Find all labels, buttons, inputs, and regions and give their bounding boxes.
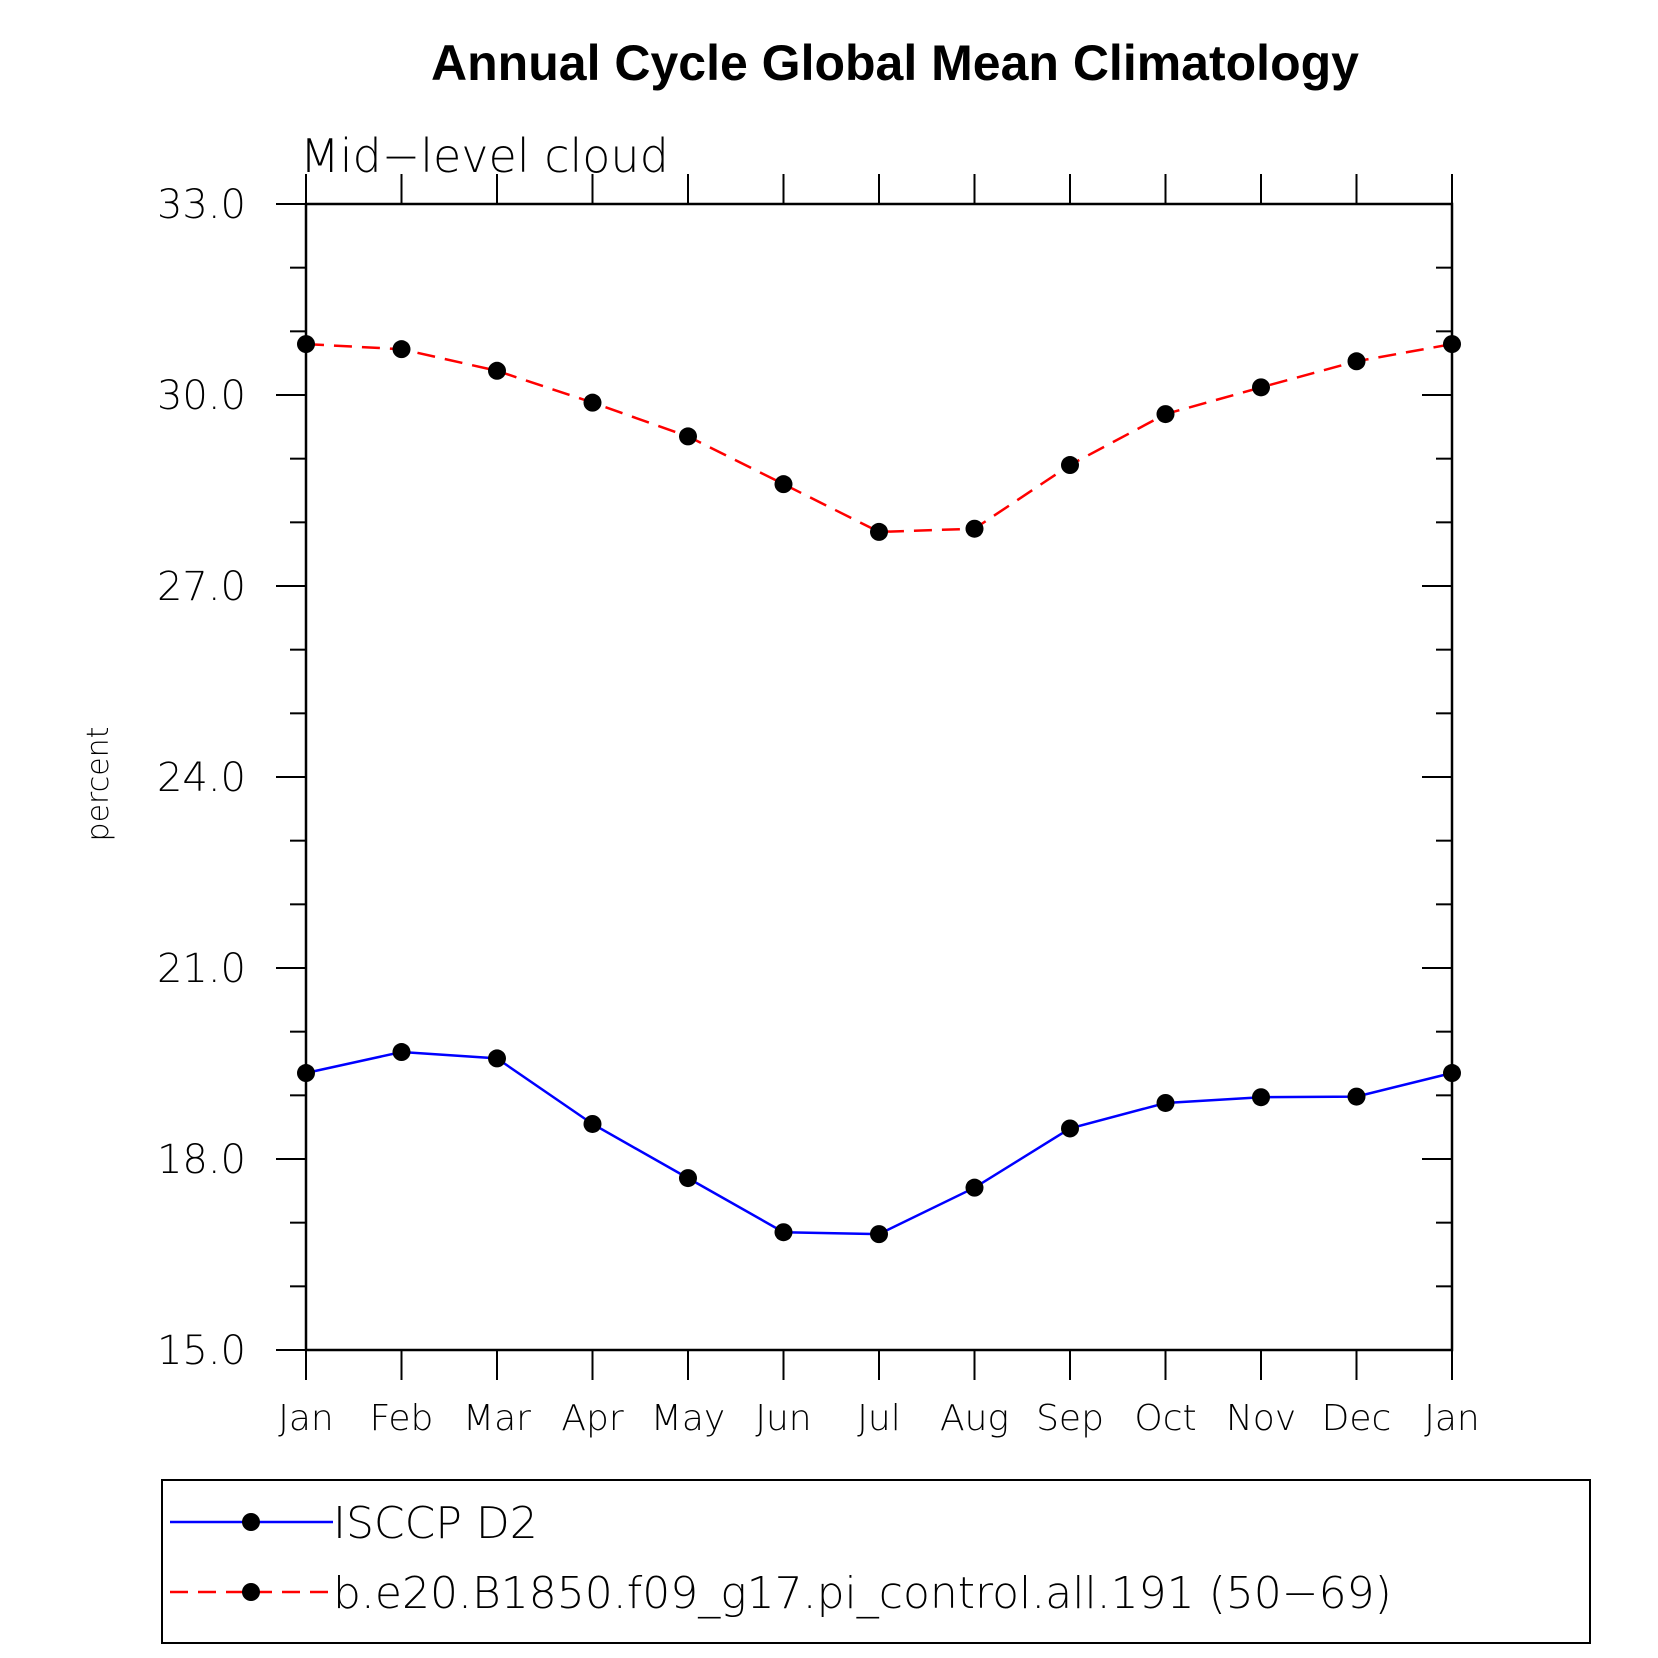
- data-point-model: [488, 361, 506, 380]
- legend-label-isccp-d2: ISCCP D2: [333, 1498, 538, 1549]
- plot-frame: [304, 202, 1454, 1352]
- data-point-model: [965, 519, 984, 538]
- series-line-isccp-d2: [305, 1050, 1453, 1236]
- y-tick-label: 18.0: [157, 1137, 246, 1183]
- data-point-model: [392, 340, 411, 359]
- legend-label-model: b.e20.B1850.f09_g17.pi_control.all.191 (…: [333, 1568, 1392, 1619]
- y-tick-label: 27.0: [157, 564, 246, 610]
- data-point-isccp-d2: [870, 1225, 888, 1244]
- legend-marker-isccp-d2: [242, 1513, 260, 1531]
- y-tick-label: 33.0: [157, 182, 246, 228]
- y-tick-label: 15.0: [157, 1328, 246, 1374]
- chart-title: Annual Cycle Global Mean Climatology: [431, 35, 1359, 91]
- data-point-isccp-d2: [1347, 1087, 1366, 1106]
- y-tick-label: 21.0: [157, 946, 246, 992]
- data-point-isccp-d2: [1443, 1064, 1461, 1083]
- x-tick-label: Jan: [278, 1398, 334, 1439]
- x-tick-label: Oct: [1134, 1398, 1196, 1439]
- x-tick-label: Jun: [755, 1398, 811, 1439]
- data-point-model: [1443, 335, 1461, 354]
- series-line-model: [305, 342, 1453, 534]
- data-point-isccp-d2: [392, 1043, 411, 1062]
- legend: ISCCP D2 b.e20.B1850.f09_g17.pi_control.…: [161, 1479, 1591, 1644]
- data-point-isccp-d2: [1156, 1093, 1175, 1112]
- data-point-model: [1156, 405, 1175, 424]
- data-point-isccp-d2: [488, 1049, 506, 1068]
- data-point-model: [297, 335, 315, 354]
- data-point-isccp-d2: [297, 1064, 315, 1083]
- data-point-model: [774, 475, 793, 494]
- x-tick-label: Apr: [561, 1398, 623, 1439]
- plot-axes: 15.0 18.0 21.0 24.0 27.0 30.0 33.0 Jan Feb Mar Apr…: [157, 174, 1480, 1439]
- y-axis-label: percent: [81, 727, 116, 842]
- data-point-isccp-d2: [583, 1114, 602, 1133]
- plot-series: [297, 335, 1461, 1244]
- data-point-model: [1347, 352, 1366, 371]
- data-point-model: [1061, 456, 1079, 475]
- y-tick-label: 24.0: [157, 755, 246, 801]
- data-point-isccp-d2: [774, 1223, 793, 1242]
- data-point-model: [679, 427, 697, 446]
- data-point-model: [1252, 378, 1270, 397]
- y-tick-label: 30.0: [157, 373, 246, 419]
- x-tick-label: Nov: [1226, 1398, 1296, 1439]
- x-tick-label: Dec: [1322, 1398, 1392, 1439]
- data-point-isccp-d2: [965, 1178, 984, 1197]
- data-point-isccp-d2: [1061, 1119, 1079, 1138]
- x-tick-label: Jul: [857, 1398, 900, 1439]
- chart-subtitle: Mid−level cloud: [300, 129, 669, 183]
- x-tick-label: May: [651, 1398, 725, 1439]
- data-point-model: [583, 393, 602, 412]
- x-tick-label: Feb: [370, 1398, 434, 1439]
- data-point-isccp-d2: [679, 1169, 697, 1188]
- legend-box: [161, 1479, 1591, 1644]
- x-tick-label: Mar: [463, 1398, 531, 1439]
- x-tick-label: Sep: [1036, 1398, 1104, 1439]
- x-tick-label: Aug: [940, 1398, 1009, 1439]
- legend-marker-model: [242, 1583, 260, 1601]
- x-tick-label: Jan: [1424, 1398, 1480, 1439]
- data-point-model: [870, 522, 888, 541]
- data-point-isccp-d2: [1252, 1088, 1270, 1107]
